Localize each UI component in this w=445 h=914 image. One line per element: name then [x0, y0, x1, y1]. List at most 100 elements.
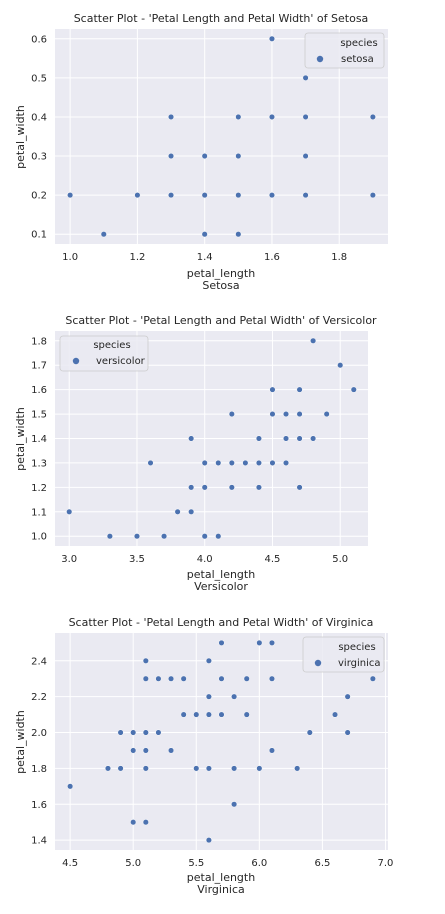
data-point — [369, 192, 376, 199]
data-point — [201, 152, 208, 160]
data-point — [205, 837, 212, 844]
x-tick-labels: 4.5 5.0 5.5 6.0 6.5 7.0 — [62, 858, 393, 869]
legend-box — [302, 636, 385, 673]
data-point — [134, 192, 141, 199]
data-point — [180, 711, 187, 718]
data-point — [142, 765, 149, 772]
y-tick-label: 0.1 — [31, 230, 47, 241]
data-point — [350, 386, 357, 393]
legend-title: species — [93, 340, 130, 351]
data-point — [337, 362, 344, 369]
points — [67, 639, 376, 844]
x-axis-sublabel: Virginica — [197, 883, 245, 896]
data-point — [167, 192, 175, 199]
chart-virginica: Scatter Plot - 'Petal Length and Petal W… — [14, 616, 393, 896]
x-axis-sublabel: Versicolor — [194, 580, 248, 593]
data-point — [193, 765, 200, 772]
data-point — [201, 459, 208, 466]
data-point — [282, 435, 290, 442]
legend-label: virginica — [338, 658, 381, 669]
data-point — [106, 533, 113, 540]
data-point — [296, 435, 303, 442]
data-point — [180, 675, 187, 682]
y-tick-label: 1.4 — [31, 434, 47, 445]
data-point — [155, 675, 162, 682]
data-point — [167, 675, 175, 682]
y-tick-label: 1.7 — [31, 361, 47, 372]
data-point — [231, 765, 238, 772]
x-tick-label: 6.0 — [251, 858, 267, 869]
x-tick-label: 1.4 — [197, 252, 213, 263]
x-axis-label: petal_length — [187, 871, 255, 884]
data-point — [130, 747, 137, 754]
data-point — [130, 729, 137, 736]
data-point — [201, 231, 208, 238]
data-point — [100, 231, 107, 238]
data-point — [255, 484, 262, 491]
data-point — [235, 231, 242, 238]
y-tick-label: 1.2 — [31, 483, 47, 494]
x-tick-label: 6.5 — [314, 858, 330, 869]
data-point — [218, 639, 225, 646]
data-point — [235, 113, 242, 121]
data-point — [142, 729, 149, 736]
data-point — [117, 765, 124, 772]
x-tick-label: 4.0 — [197, 554, 213, 565]
legend-marker — [316, 55, 324, 63]
x-tick-label: 3.5 — [129, 554, 145, 565]
data-point — [268, 35, 276, 42]
data-point — [256, 765, 263, 772]
data-point — [344, 693, 351, 700]
y-tick-label: 0.4 — [31, 112, 47, 123]
data-point — [296, 386, 303, 393]
x-axis-label: petal_length — [187, 267, 255, 280]
x-tick-label: 4.5 — [265, 554, 281, 565]
legend-title: species — [338, 642, 375, 653]
y-tick-label: 1.8 — [31, 764, 47, 775]
legend-box — [59, 335, 149, 372]
x-tick-label: 7.0 — [378, 858, 394, 869]
data-point — [201, 192, 208, 199]
data-point — [282, 459, 290, 466]
data-point — [188, 435, 195, 442]
y-tick-label: 1.0 — [31, 532, 47, 543]
y-tick-label: 0.5 — [31, 73, 47, 84]
data-point — [323, 411, 330, 418]
data-point — [167, 152, 175, 160]
data-point — [142, 819, 149, 826]
chart-versicolor: Scatter Plot - 'Petal Length and Petal W… — [14, 314, 377, 593]
chart-setosa: Scatter Plot - 'Petal Length and Petal W… — [14, 12, 388, 292]
y-axis-label: petal_width — [14, 710, 27, 774]
data-point — [242, 459, 249, 466]
data-point — [228, 484, 235, 491]
y-axis-label: petal_width — [14, 105, 27, 169]
legend-marker — [314, 659, 322, 667]
data-point — [205, 711, 212, 718]
data-point — [243, 675, 250, 682]
data-point — [66, 508, 73, 515]
y-tick-label: 2.4 — [31, 656, 47, 667]
data-point — [310, 435, 317, 442]
data-point — [133, 533, 141, 540]
data-point — [167, 747, 175, 754]
data-point — [231, 693, 238, 700]
y-axis-label: petal_width — [14, 407, 27, 471]
data-point — [282, 411, 290, 418]
y-tick-label: 0.2 — [31, 191, 47, 202]
y-tick-label: 1.6 — [31, 800, 47, 811]
legend-title: species — [340, 38, 377, 49]
data-point — [155, 729, 162, 736]
data-point — [142, 747, 149, 754]
data-point — [256, 639, 263, 646]
data-point — [269, 459, 276, 466]
data-point — [268, 639, 276, 646]
data-point — [243, 711, 250, 718]
data-point — [235, 192, 242, 199]
data-point — [268, 747, 276, 754]
data-point — [302, 152, 309, 160]
x-tick-label: 1.8 — [331, 252, 347, 263]
y-tick-labels: 0.1 0.2 0.3 0.4 0.5 0.6 — [31, 34, 47, 240]
data-point — [269, 411, 276, 418]
data-point — [67, 192, 74, 199]
